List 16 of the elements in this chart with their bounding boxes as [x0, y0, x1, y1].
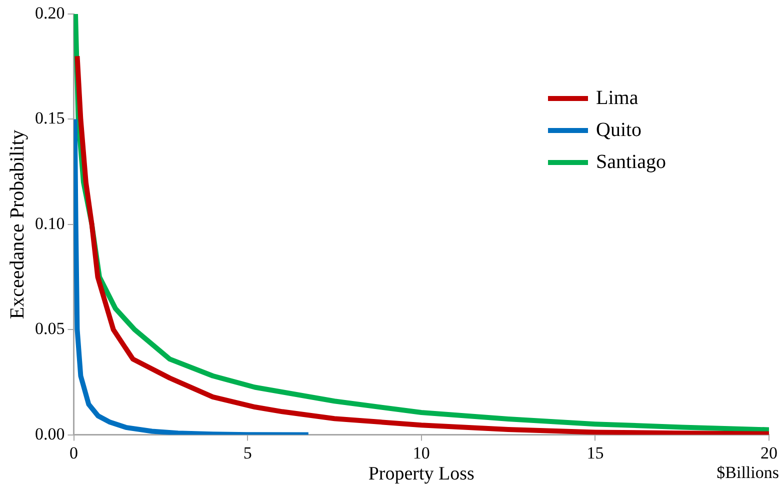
legend-label: Quito [596, 118, 642, 142]
x-tick-label: 15 [586, 443, 604, 462]
text: $Billions [716, 462, 779, 482]
x-tick-label: 5 [243, 443, 252, 462]
y-tick-label: 0.20 [35, 3, 65, 22]
y-axis-title: Exceedance Probability [6, 130, 28, 320]
y-tick-label: 0.05 [35, 319, 65, 338]
y-tick-label: 0.15 [35, 108, 65, 128]
x-tick-label: 0 [70, 443, 78, 462]
y-tick-label: 0.00 [35, 424, 65, 444]
x-axis-title: Property Loss [368, 464, 474, 485]
y-tick-label: 0.10 [35, 214, 65, 233]
legend-label: Santiago [596, 150, 666, 174]
x-tick-label: 10 [412, 443, 430, 462]
legend-label: Lima [596, 86, 638, 110]
x-tick-label: 20 [760, 443, 778, 462]
